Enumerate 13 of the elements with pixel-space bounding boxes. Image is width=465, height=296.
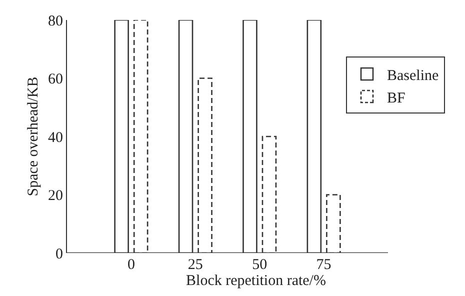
y-tick-label: 20 [48, 188, 63, 204]
legend-label: Baseline [387, 68, 439, 84]
y-tick-label: 60 [48, 72, 63, 88]
x-tick-label: 0 [127, 257, 135, 273]
y-tick-label: 0 [56, 246, 63, 262]
x-axis-title: Block repetition rate/% [186, 273, 326, 289]
y-axis-title: Space overhead/KB [25, 76, 42, 196]
y-tick-label: 40 [48, 130, 63, 146]
legend-label: BF [387, 90, 406, 106]
x-tick-label: 75 [316, 257, 332, 273]
x-tick-label: 25 [188, 257, 203, 273]
y-tick-label: 80 [48, 13, 63, 30]
x-tick-label: 50 [252, 257, 268, 273]
